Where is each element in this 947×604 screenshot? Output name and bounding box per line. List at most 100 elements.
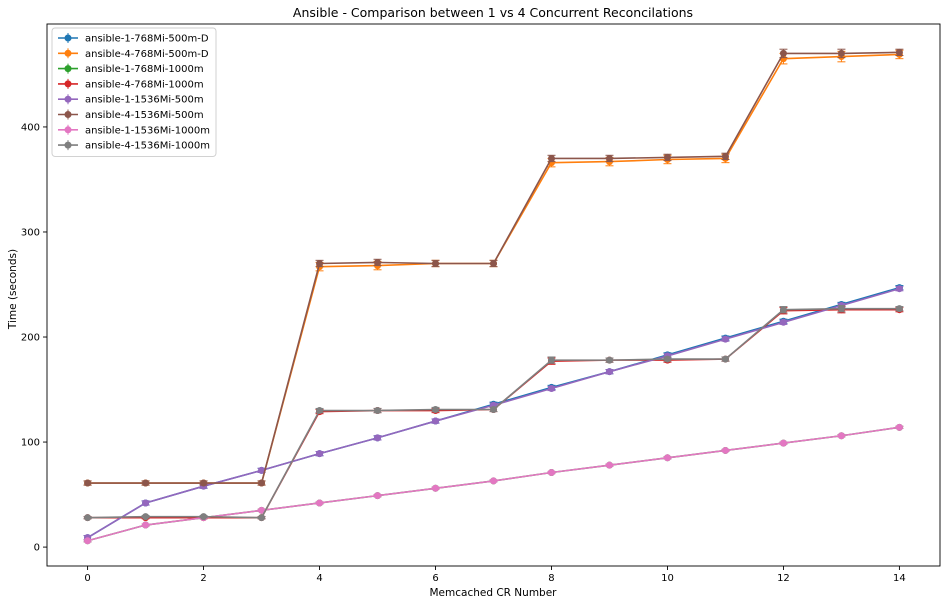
legend-item: ansible-1-768Mi-1000m (58, 63, 204, 75)
y-axis-label: Time (seconds) (7, 249, 19, 330)
series-line (87, 308, 900, 519)
chart-title: Ansible - Comparison between 1 vs 4 Conc… (293, 5, 693, 20)
data-point (200, 513, 208, 521)
legend-label: ansible-1-1536Mi-500m (85, 95, 204, 106)
data-point (779, 306, 787, 314)
series-7 (83, 305, 904, 522)
data-point (432, 405, 440, 413)
data-point (432, 259, 440, 267)
data-point (432, 484, 440, 492)
legend-label: ansible-1-768Mi-1000m (85, 64, 204, 75)
series-3 (83, 306, 904, 522)
legend-marker (64, 126, 72, 134)
series-6 (83, 423, 904, 545)
data-point (142, 499, 150, 507)
data-point (779, 318, 787, 326)
data-point (547, 469, 555, 477)
data-point (837, 49, 845, 57)
data-point (258, 514, 266, 522)
data-point (84, 479, 92, 487)
data-point (374, 492, 382, 500)
data-point (605, 461, 613, 469)
legend-label: ansible-4-768Mi-1000m (85, 79, 204, 90)
data-point (316, 450, 324, 458)
data-point (374, 407, 382, 415)
data-point (779, 49, 787, 57)
legend-label: ansible-4-1536Mi-1000m (85, 141, 210, 152)
data-point (779, 439, 787, 447)
data-point (490, 259, 497, 267)
series-line (87, 287, 900, 539)
data-point (200, 479, 208, 487)
data-point (605, 356, 613, 364)
x-tick-label: 8 (548, 573, 554, 584)
data-point (837, 432, 845, 440)
legend-item: ansible-4-1536Mi-1000m (58, 140, 210, 152)
data-point (663, 454, 671, 462)
data-point (432, 417, 440, 425)
data-point (316, 499, 324, 507)
series-4 (83, 285, 904, 542)
legend-label: ansible-1-1536Mi-1000m (85, 125, 210, 136)
x-axis-label: Memcached CR Number (430, 587, 558, 599)
plot-frame (46, 23, 941, 567)
data-point (490, 477, 497, 485)
series-line (87, 307, 900, 519)
legend-box (51, 27, 217, 157)
legend-item: ansible-1-768Mi-500m-D (58, 33, 209, 45)
legend-marker (64, 49, 72, 57)
data-point (258, 466, 266, 474)
data-point (316, 407, 324, 415)
data-point (142, 513, 150, 521)
series-5 (83, 48, 904, 487)
x-tick-label: 14 (893, 573, 906, 584)
legend-item: ansible-4-768Mi-1000m (58, 78, 204, 90)
data-point (142, 479, 150, 487)
data-point (721, 152, 729, 160)
data-point (895, 423, 903, 431)
legend-marker (64, 111, 72, 118)
data-point (895, 48, 903, 56)
legend: ansible-1-768Mi-500m-D ansible-4-768Mi-50… (51, 27, 217, 157)
data-point (663, 355, 671, 363)
y-tick-label: 300 (21, 227, 40, 238)
data-point (84, 514, 92, 522)
legend-marker (64, 80, 72, 88)
legend-label: ansible-4-1536Mi-500m (85, 110, 204, 121)
x-tick-label: 12 (777, 573, 790, 584)
data-point (84, 537, 92, 545)
x-tick-label: 2 (200, 573, 206, 584)
data-point (547, 384, 555, 392)
data-point (490, 405, 497, 413)
y-tick-label: 200 (21, 333, 40, 344)
data-point (721, 355, 729, 363)
data-point (663, 153, 671, 161)
legend-marker (64, 34, 72, 42)
legend-marker (64, 141, 72, 149)
data-point (374, 258, 382, 266)
legend-marker (64, 65, 72, 73)
y-tick-label: 400 (21, 122, 40, 133)
legend-label: ansible-4-768Mi-500m-D (85, 49, 209, 60)
x-tick-label: 0 (84, 573, 90, 584)
data-point (374, 434, 382, 442)
legend-item: ansible-1-1536Mi-1000m (58, 124, 210, 136)
data-point (605, 368, 613, 376)
y-tick-label: 0 (34, 543, 40, 554)
data-point (721, 335, 729, 343)
data-point (895, 285, 903, 293)
legend-item: ansible-4-1536Mi-500m (58, 109, 204, 121)
data-point (721, 446, 729, 454)
data-point (258, 506, 266, 514)
data-point (258, 479, 266, 487)
legend-item: ansible-4-768Mi-500m-D (58, 48, 209, 60)
legend-item: ansible-1-1536Mi-500m (58, 94, 204, 106)
y-tick-label: 100 (21, 438, 40, 449)
plot-area: 0 2 4 6 8 10 12 14 0 100 200 300 400 (21, 23, 941, 584)
data-point (547, 356, 555, 364)
legend-marker (64, 95, 72, 103)
data-point (895, 305, 903, 313)
data-point (837, 305, 845, 313)
data-point (605, 154, 613, 162)
